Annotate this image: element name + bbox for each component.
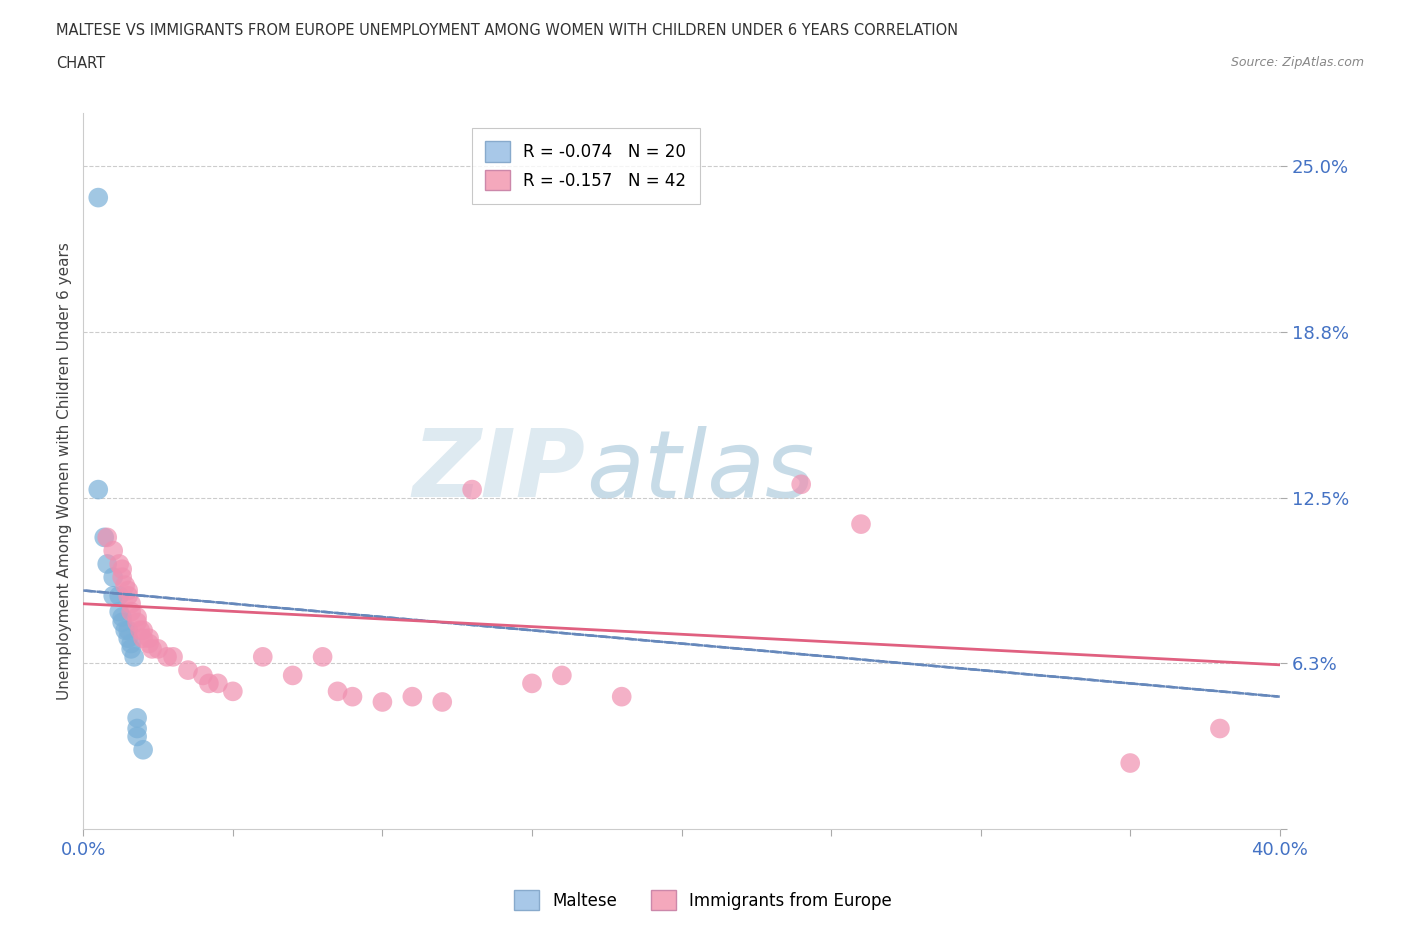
Point xyxy=(103,543,125,558)
Point xyxy=(401,689,423,704)
Point xyxy=(342,689,364,704)
Point xyxy=(790,477,813,492)
Point xyxy=(120,636,142,651)
Point xyxy=(108,556,131,571)
Text: MALTESE VS IMMIGRANTS FROM EUROPE UNEMPLOYMENT AMONG WOMEN WITH CHILDREN UNDER 6: MALTESE VS IMMIGRANTS FROM EUROPE UNEMPL… xyxy=(56,23,959,38)
Point xyxy=(117,623,139,638)
Point xyxy=(108,589,131,604)
Y-axis label: Unemployment Among Women with Children Under 6 years: Unemployment Among Women with Children U… xyxy=(58,242,72,700)
Point xyxy=(1209,721,1232,736)
Text: atlas: atlas xyxy=(586,426,814,516)
Point xyxy=(371,695,394,710)
Point xyxy=(120,642,142,657)
Point xyxy=(198,676,221,691)
Point xyxy=(87,190,110,205)
Point xyxy=(114,623,136,638)
Point xyxy=(252,649,274,664)
Point xyxy=(96,556,118,571)
Point xyxy=(127,615,149,630)
Point xyxy=(114,578,136,592)
Legend: Maltese, Immigrants from Europe: Maltese, Immigrants from Europe xyxy=(508,884,898,917)
Point xyxy=(177,663,200,678)
Point xyxy=(138,631,160,645)
Point xyxy=(111,562,134,577)
Point xyxy=(138,636,160,651)
Point xyxy=(1119,755,1142,770)
Point xyxy=(111,570,134,585)
Point xyxy=(326,684,349,698)
Point xyxy=(281,668,304,683)
Point xyxy=(117,631,139,645)
Point xyxy=(849,517,872,532)
Point xyxy=(222,684,245,698)
Point xyxy=(96,530,118,545)
Point xyxy=(127,729,149,744)
Point xyxy=(461,482,484,497)
Point xyxy=(551,668,574,683)
Point xyxy=(122,649,145,664)
Point xyxy=(120,596,142,611)
Point xyxy=(127,721,149,736)
Point xyxy=(520,676,543,691)
Point xyxy=(132,742,155,757)
Point xyxy=(610,689,633,704)
Point xyxy=(432,695,454,710)
Text: CHART: CHART xyxy=(56,56,105,71)
Text: ZIP: ZIP xyxy=(413,425,586,517)
Legend: R = -0.074   N = 20, R = -0.157   N = 42: R = -0.074 N = 20, R = -0.157 N = 42 xyxy=(472,128,700,204)
Point xyxy=(207,676,229,691)
Point xyxy=(111,609,134,624)
Point xyxy=(117,583,139,598)
Text: Source: ZipAtlas.com: Source: ZipAtlas.com xyxy=(1230,56,1364,69)
Point xyxy=(132,623,155,638)
Point xyxy=(311,649,333,664)
Point xyxy=(156,649,179,664)
Point xyxy=(117,589,139,604)
Point xyxy=(127,711,149,725)
Point xyxy=(93,530,115,545)
Point xyxy=(146,642,169,657)
Point xyxy=(132,631,155,645)
Point xyxy=(191,668,214,683)
Point xyxy=(162,649,184,664)
Point xyxy=(141,642,163,657)
Point xyxy=(120,604,142,619)
Point xyxy=(103,589,125,604)
Point xyxy=(87,482,110,497)
Point xyxy=(129,623,152,638)
Point xyxy=(111,615,134,630)
Point xyxy=(127,609,149,624)
Point xyxy=(103,570,125,585)
Point xyxy=(108,604,131,619)
